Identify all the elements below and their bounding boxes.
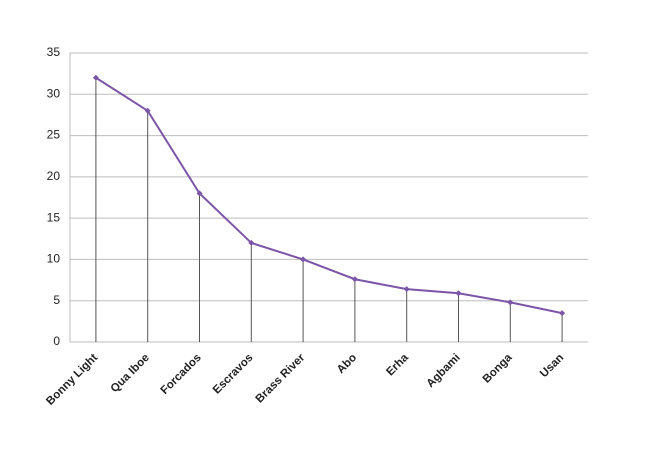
point-marker xyxy=(455,290,462,297)
x-tick-label: Bonga xyxy=(481,351,515,385)
y-tick-label: 35 xyxy=(47,45,61,59)
y-tick-label: 10 xyxy=(47,252,61,266)
y-tick-label: 15 xyxy=(47,210,61,224)
x-tick-label: Erha xyxy=(384,351,411,378)
data-line xyxy=(95,76,563,315)
x-tick-label: Abo xyxy=(335,352,359,376)
point-marker xyxy=(507,299,514,306)
x-tick-label: Brass River xyxy=(254,351,308,405)
x-tick-label: Bonny Light xyxy=(44,352,100,408)
y-tick-label: 0 xyxy=(53,334,60,348)
y-tick-label: 30 xyxy=(47,86,61,100)
point-marker xyxy=(351,276,358,283)
y-tick-label: 5 xyxy=(53,293,60,307)
y-tick-label: 25 xyxy=(47,128,61,142)
x-tick-label: Escravos xyxy=(211,352,256,397)
point-marker xyxy=(300,256,307,263)
point-marker xyxy=(196,190,203,197)
x-tick-label: Agbami xyxy=(424,352,462,390)
point-marker xyxy=(92,74,99,81)
point-marker xyxy=(559,310,566,317)
x-tick-label: Qua Iboe xyxy=(109,352,152,395)
point-marker xyxy=(144,107,151,114)
y-tick-label: 20 xyxy=(47,169,61,183)
x-tick-label: Usan xyxy=(538,352,566,380)
point-marker xyxy=(248,239,255,246)
point-marker xyxy=(403,286,410,293)
x-tick-label: Forcados xyxy=(159,352,204,397)
